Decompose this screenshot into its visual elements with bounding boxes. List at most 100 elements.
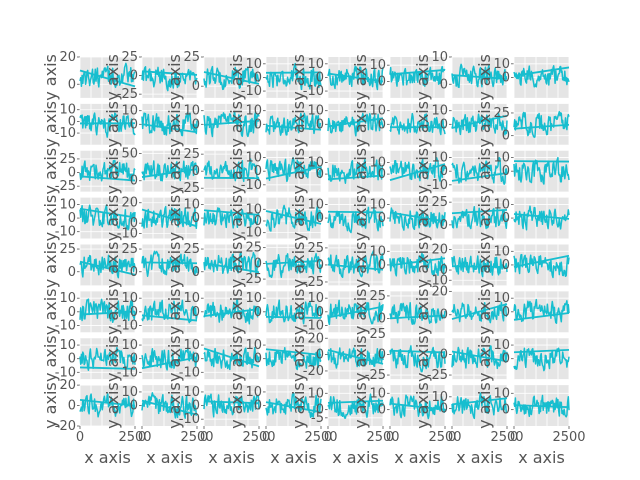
x-tick-label: 2500 [118, 430, 151, 445]
y-axis-label: y axis [227, 242, 246, 289]
subplot-r5-c0: 100-10y axis [41, 289, 136, 335]
y-tick-label: 0 [440, 308, 448, 323]
y-tick-label: 0 [68, 352, 76, 367]
x-tick-label: 2500 [366, 430, 399, 445]
y-tick-label: 0 [502, 403, 510, 418]
trend-line [513, 123, 570, 130]
y-tick-label: 10 [307, 57, 324, 72]
y-tick-label: -20 [303, 364, 324, 379]
y-tick-label: 10 [431, 390, 448, 405]
trend-line [203, 347, 260, 368]
y-tick-label: 0 [254, 214, 262, 229]
y-tick-label: -5 [311, 411, 324, 426]
series-line [389, 252, 446, 277]
y-tick-label: 10 [245, 338, 262, 353]
series-line [513, 253, 570, 279]
y-axis-label: y axis [103, 54, 122, 101]
y-tick-label: 10 [431, 104, 448, 119]
series-line [141, 205, 198, 230]
subplot-r4-c1: 25 0 y axis [103, 242, 198, 288]
trend-line [513, 404, 570, 409]
y-tick-label: 10 [183, 104, 200, 119]
y-tick-label: 0 [502, 352, 510, 367]
y-tick-label: 20 [431, 284, 448, 299]
x-tick-label: 2500 [304, 430, 337, 445]
x-tick-label: 2500 [242, 430, 275, 445]
trend-line [451, 350, 508, 363]
trend-line [79, 260, 136, 276]
trend-line [141, 314, 198, 322]
y-tick-label: 0 [254, 117, 262, 132]
y-tick-label: 0 [316, 167, 324, 182]
x-axis-label: x axis [518, 448, 565, 467]
series-line [79, 254, 136, 279]
y-tick-label: 10 [369, 104, 386, 119]
y-tick-label: -10 [117, 365, 138, 380]
subplot-r2-c7: 100 y axis [475, 148, 570, 195]
y-tick-label: 0 [130, 305, 138, 320]
series-line [327, 65, 384, 91]
y-tick-label: 10 [183, 291, 200, 306]
y-axis-label: y axis [475, 148, 494, 195]
series-line [265, 157, 322, 183]
y-tick-label: 10 [183, 385, 200, 400]
y-axis-label: y axis [103, 382, 122, 429]
x-axis-label: x axis [456, 448, 503, 467]
y-tick-label: 0 [254, 70, 262, 85]
series-line [389, 157, 446, 182]
trend-line [79, 69, 136, 88]
x-tick-label: 0 [386, 430, 394, 445]
y-tick-label: 0 [502, 305, 510, 320]
y-axis-label: y axis [351, 382, 370, 429]
y-tick-label: -25 [179, 181, 200, 196]
trend-line [327, 210, 384, 214]
series-line [265, 204, 322, 232]
y-tick-label: 10 [307, 197, 324, 212]
y-tick-label: 0 [192, 305, 200, 320]
y-axis-label: y axis [165, 195, 184, 242]
y-axis-label: y axis [413, 242, 432, 289]
y-tick-label: 0 [440, 348, 448, 363]
trend-line [327, 305, 384, 319]
trend-line [141, 261, 198, 265]
x-tick-label: 0 [510, 430, 518, 445]
y-axis-label: y axis [289, 335, 308, 382]
y-tick-label: -10 [427, 178, 448, 193]
subplot-r6-c7: 100 y axis [475, 335, 570, 382]
y-tick-label: -10 [427, 273, 448, 288]
y-tick-label: 25 [183, 50, 200, 65]
y-axis-label: y axis [475, 382, 494, 429]
trend-line [79, 175, 136, 182]
series-line [203, 251, 260, 277]
y-tick-label: 25 [121, 242, 138, 257]
y-tick-label: 0 [378, 403, 386, 418]
subplot-r6-c4: 200-20y axis [289, 331, 384, 382]
y-axis-label: y axis [475, 195, 494, 242]
subplot-r2-c0: 250-25y axis [41, 148, 136, 194]
trend-line [265, 165, 322, 180]
y-axis-label: y axis [351, 148, 370, 195]
trend-line [327, 263, 384, 271]
trend-line [389, 163, 446, 181]
x-axis-label: x axis [84, 448, 131, 467]
y-axis-label: y axis [227, 382, 246, 429]
series-line [327, 393, 384, 419]
subplot-r2-c1: 50 0 y axis [103, 146, 198, 194]
y-tick-label: 10 [369, 244, 386, 259]
y-tick-label: -10 [241, 84, 262, 99]
y-axis-label: y axis [289, 242, 308, 289]
y-tick-label: -25 [427, 368, 448, 383]
y-axis-label: y axis [413, 289, 432, 336]
y-tick-label: 50 [121, 146, 138, 161]
y-tick-label: 20 [307, 331, 324, 346]
y-tick-label: 10 [245, 57, 262, 72]
x-tick-label: 0 [76, 430, 84, 445]
y-tick-label: 25 [59, 242, 76, 257]
trend-line [265, 315, 322, 319]
y-tick-label: 10 [245, 202, 262, 217]
